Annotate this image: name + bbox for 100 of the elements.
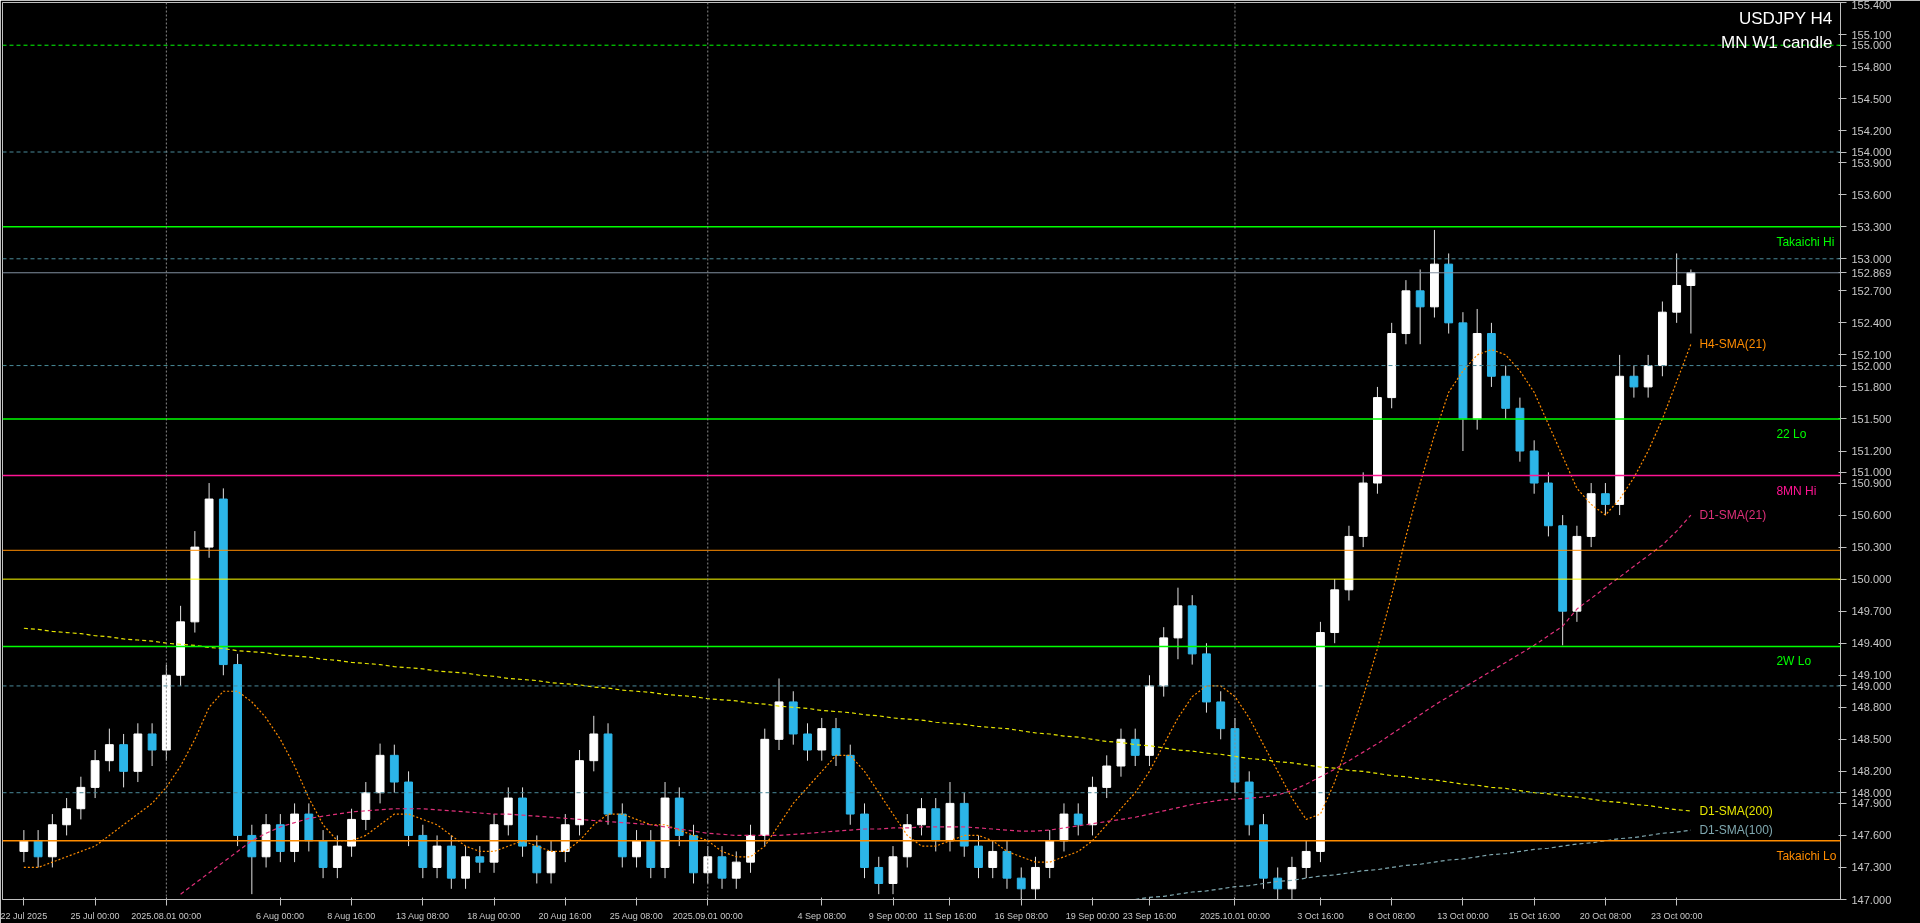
ref-line-label: 8MN Hi bbox=[1776, 483, 1817, 498]
y-tick-label: 152.400 bbox=[1851, 316, 1892, 329]
y-tick-label: 153.000 bbox=[1851, 252, 1892, 265]
x-tick-label: 18 Aug 00:00 bbox=[467, 910, 521, 921]
candlestick bbox=[717, 845, 727, 890]
candlestick bbox=[731, 850, 741, 890]
candlestick bbox=[1287, 856, 1297, 900]
y-tick-label: 152.000 bbox=[1851, 359, 1892, 372]
y-tick-label: 154.200 bbox=[1851, 124, 1892, 137]
candlestick bbox=[1643, 354, 1653, 399]
y-tick-label: 147.900 bbox=[1851, 797, 1892, 810]
x-tick-label: 23 Sep 16:00 bbox=[1122, 910, 1177, 921]
y-tick-label: 153.300 bbox=[1851, 220, 1892, 233]
y-tick-label: 154.000 bbox=[1851, 146, 1892, 158]
x-tick-label: 16 Sep 08:00 bbox=[994, 910, 1049, 921]
y-tick-label: 149.000 bbox=[1851, 679, 1892, 692]
line-series bbox=[180, 514, 1692, 895]
candlestick bbox=[1686, 268, 1696, 335]
y-tick-label: 152.700 bbox=[1851, 284, 1892, 297]
y-tick-label: 149.700 bbox=[1851, 605, 1892, 618]
x-tick-label: 2025.10.01 00:00 bbox=[1199, 910, 1270, 921]
x-tick-label: 25 Aug 08:00 bbox=[609, 910, 663, 921]
x-tick-label: 20 Oct 08:00 bbox=[1579, 910, 1632, 921]
y-tick-label: 155.100 bbox=[1851, 28, 1892, 41]
x-tick-label: 19 Sep 00:00 bbox=[1065, 910, 1120, 921]
x-tick-label: 2025.08.01 00:00 bbox=[131, 910, 202, 921]
ref-line-label: 2W Lo bbox=[1776, 654, 1812, 669]
candlestick bbox=[1130, 728, 1140, 767]
x-tick-label: 9 Sep 00:00 bbox=[868, 910, 918, 921]
y-tick-label: 154.800 bbox=[1851, 60, 1892, 73]
y-tick-label: 151.500 bbox=[1851, 412, 1892, 425]
series-label: H4-SMA(21) bbox=[1699, 337, 1767, 352]
y-tick-label: 148.800 bbox=[1851, 701, 1892, 714]
x-tick-label: 15 Oct 16:00 bbox=[1508, 910, 1560, 921]
y-tick-label: 149.400 bbox=[1851, 637, 1892, 650]
candlestick bbox=[461, 845, 470, 890]
candlestick bbox=[546, 840, 556, 884]
candlestick bbox=[1073, 802, 1083, 836]
x-tick-label: 20 Aug 16:00 bbox=[538, 910, 592, 921]
y-tick-label: 155.000 bbox=[1851, 39, 1892, 52]
x-tick-label: 3 Oct 16:00 bbox=[1297, 910, 1344, 921]
candlestick bbox=[632, 829, 641, 868]
candlestick bbox=[1600, 482, 1610, 516]
text: USDJPY H4 bbox=[1738, 8, 1833, 28]
y-tick-label: 148.000 bbox=[1851, 786, 1892, 799]
candlestick bbox=[332, 834, 342, 879]
y-tick-label: 149.100 bbox=[1851, 669, 1892, 682]
x-tick-label: 25 Jul 00:00 bbox=[70, 910, 120, 921]
candlestick bbox=[76, 776, 86, 820]
ref-line-label: Takaichi Hi bbox=[1776, 234, 1835, 249]
candlestick bbox=[1301, 840, 1311, 879]
y-tick-label: 148.200 bbox=[1851, 765, 1892, 778]
candlestick bbox=[432, 834, 442, 879]
y-tick-label: 151.200 bbox=[1851, 445, 1892, 457]
y-tick-label: 152.869 bbox=[1851, 266, 1892, 279]
text: MN W1 candle bbox=[1721, 32, 1833, 52]
candlestick bbox=[1016, 866, 1026, 900]
y-tick-label: 148.500 bbox=[1851, 733, 1892, 746]
candlestick bbox=[33, 829, 43, 868]
x-tick-label: 8 Oct 08:00 bbox=[1368, 910, 1415, 921]
x-tick-label: 8 Aug 16:00 bbox=[327, 910, 376, 921]
y-tick-label: 150.600 bbox=[1851, 509, 1892, 522]
candlestick bbox=[803, 722, 812, 762]
candlestick bbox=[475, 845, 485, 874]
y-tick-label: 153.600 bbox=[1851, 188, 1892, 201]
candlestick bbox=[104, 728, 114, 772]
y-tick-label: 150.000 bbox=[1851, 573, 1892, 586]
series-label: D1-SMA(100) bbox=[1699, 823, 1773, 838]
candlestick bbox=[1629, 365, 1639, 399]
candlestick bbox=[874, 856, 884, 895]
candlestick bbox=[817, 717, 827, 762]
line-series bbox=[1134, 829, 1692, 900]
y-tick-label: 151.000 bbox=[1851, 466, 1892, 479]
x-tick-label: 2025.09.01 00:00 bbox=[672, 910, 743, 921]
line-series bbox=[23, 627, 1692, 812]
ref-line-label: 22 Lo bbox=[1776, 426, 1807, 441]
y-tick-label: 152.100 bbox=[1851, 348, 1892, 361]
y-tick-label: 151.800 bbox=[1851, 380, 1892, 393]
ref-line-label: Takaichi Lo bbox=[1776, 848, 1837, 863]
candlestick bbox=[988, 840, 998, 879]
series-label: D1-SMA(21) bbox=[1699, 508, 1767, 523]
candlestick bbox=[1031, 856, 1040, 900]
y-tick-label: 147.600 bbox=[1851, 829, 1892, 842]
candlestick bbox=[974, 834, 983, 879]
candlestick bbox=[62, 797, 72, 836]
x-tick-label: 13 Aug 08:00 bbox=[396, 910, 450, 921]
candlestick bbox=[147, 722, 157, 767]
series-label: D1-SMA(200) bbox=[1699, 803, 1773, 818]
x-tick-label: 4 Sep 08:00 bbox=[797, 910, 847, 921]
candlestick bbox=[1415, 268, 1425, 345]
x-tick-label: 22 Jul 2025 bbox=[0, 910, 48, 921]
y-tick-label: 147.300 bbox=[1851, 861, 1892, 874]
y-tick-label: 154.500 bbox=[1851, 92, 1892, 105]
x-tick-label: 11 Sep 16:00 bbox=[923, 910, 977, 921]
y-tick-label: 150.300 bbox=[1851, 541, 1892, 554]
candlestick bbox=[1273, 866, 1283, 900]
candlestick bbox=[917, 797, 926, 836]
y-tick-label: 155.400 bbox=[1851, 0, 1892, 11]
candlestick bbox=[1102, 754, 1112, 799]
x-tick-label: 23 Oct 00:00 bbox=[1650, 910, 1703, 921]
